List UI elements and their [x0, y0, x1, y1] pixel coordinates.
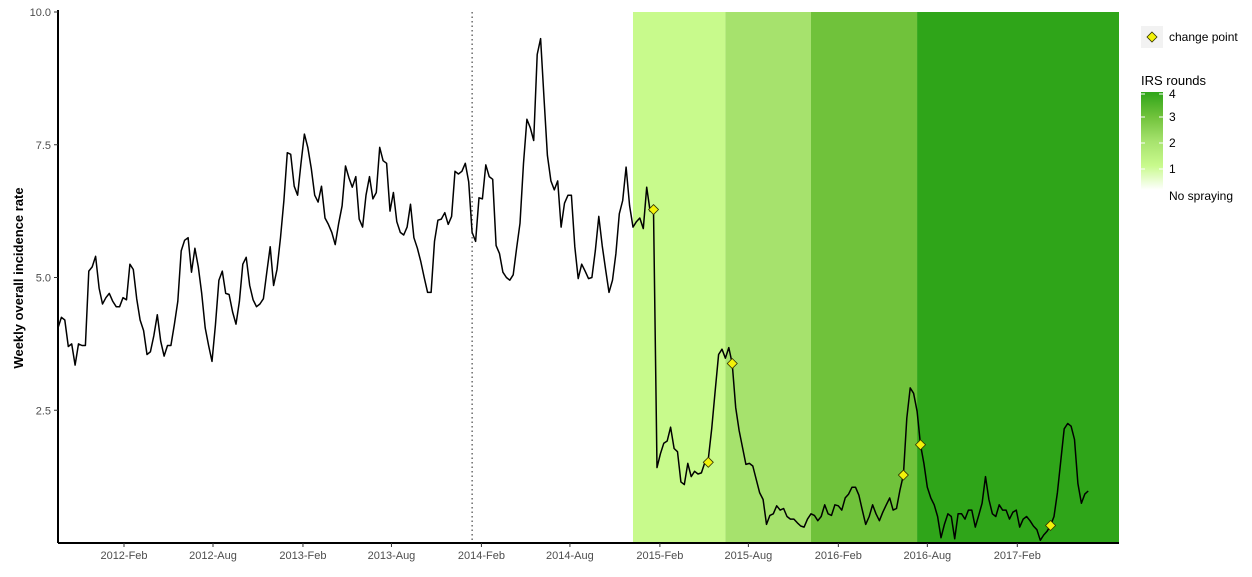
y-axis-title: Weekly overall incidence rate [11, 187, 26, 368]
x-tick-label: 2013-Aug [368, 550, 416, 562]
x-tick-label: 2015-Aug [725, 550, 773, 562]
irs-round-1-band [632, 12, 726, 543]
change-point-marker [726, 357, 738, 370]
legend-gradient-label: 1 [1169, 162, 1176, 176]
legend-gradient-bar [1141, 92, 1163, 190]
y-tick-label: 7.5 [36, 140, 51, 152]
legend-change-point-label: change point [1169, 30, 1238, 44]
change-point-marker [1044, 519, 1057, 532]
series-group [57, 37, 1089, 542]
legend-gradient-label: 4 [1169, 87, 1176, 101]
irs-round-4-band [917, 12, 1119, 543]
x-tick-label: 2014-Feb [458, 550, 505, 562]
change-point-marker [914, 439, 927, 451]
legend-change-point-marker [1146, 31, 1158, 43]
legend-gradient-title: IRS rounds [1141, 73, 1207, 88]
x-tick-label: 2012-Aug [189, 550, 237, 562]
irs-bands [632, 12, 1119, 543]
y-tick-label: 10.0 [30, 7, 51, 19]
x-tick-label: 2015-Feb [636, 550, 683, 562]
legend-gradient-label: 2 [1169, 136, 1176, 150]
y-tick-label: 2.5 [36, 405, 51, 417]
x-tick-label: 2016-Aug [903, 550, 951, 562]
x-tick-label: 2017-Feb [994, 550, 1041, 562]
x-tick-label: 2014-Aug [546, 550, 594, 562]
irs-round-3-band [810, 12, 918, 543]
change-point-marker [647, 203, 660, 216]
x-tick-label: 2012-Feb [100, 550, 147, 562]
irs-round-2-band [725, 12, 811, 543]
x-tick-label: 2013-Feb [279, 550, 326, 562]
change-point-marker [897, 469, 909, 481]
legend-gradient-label: 3 [1169, 110, 1176, 124]
x-tick-label: 2016-Feb [815, 550, 862, 562]
axes: 2.5 5.0 7.5 10.0 2012-Feb 2012-Aug 2013-Feb 201… [30, 7, 1119, 562]
change-point-marker [702, 456, 714, 468]
legend-gradient-label: No spraying [1169, 189, 1233, 203]
change-point-markers [647, 203, 1057, 532]
y-tick-label: 5.0 [36, 273, 51, 285]
incidence-line [57, 37, 1089, 542]
